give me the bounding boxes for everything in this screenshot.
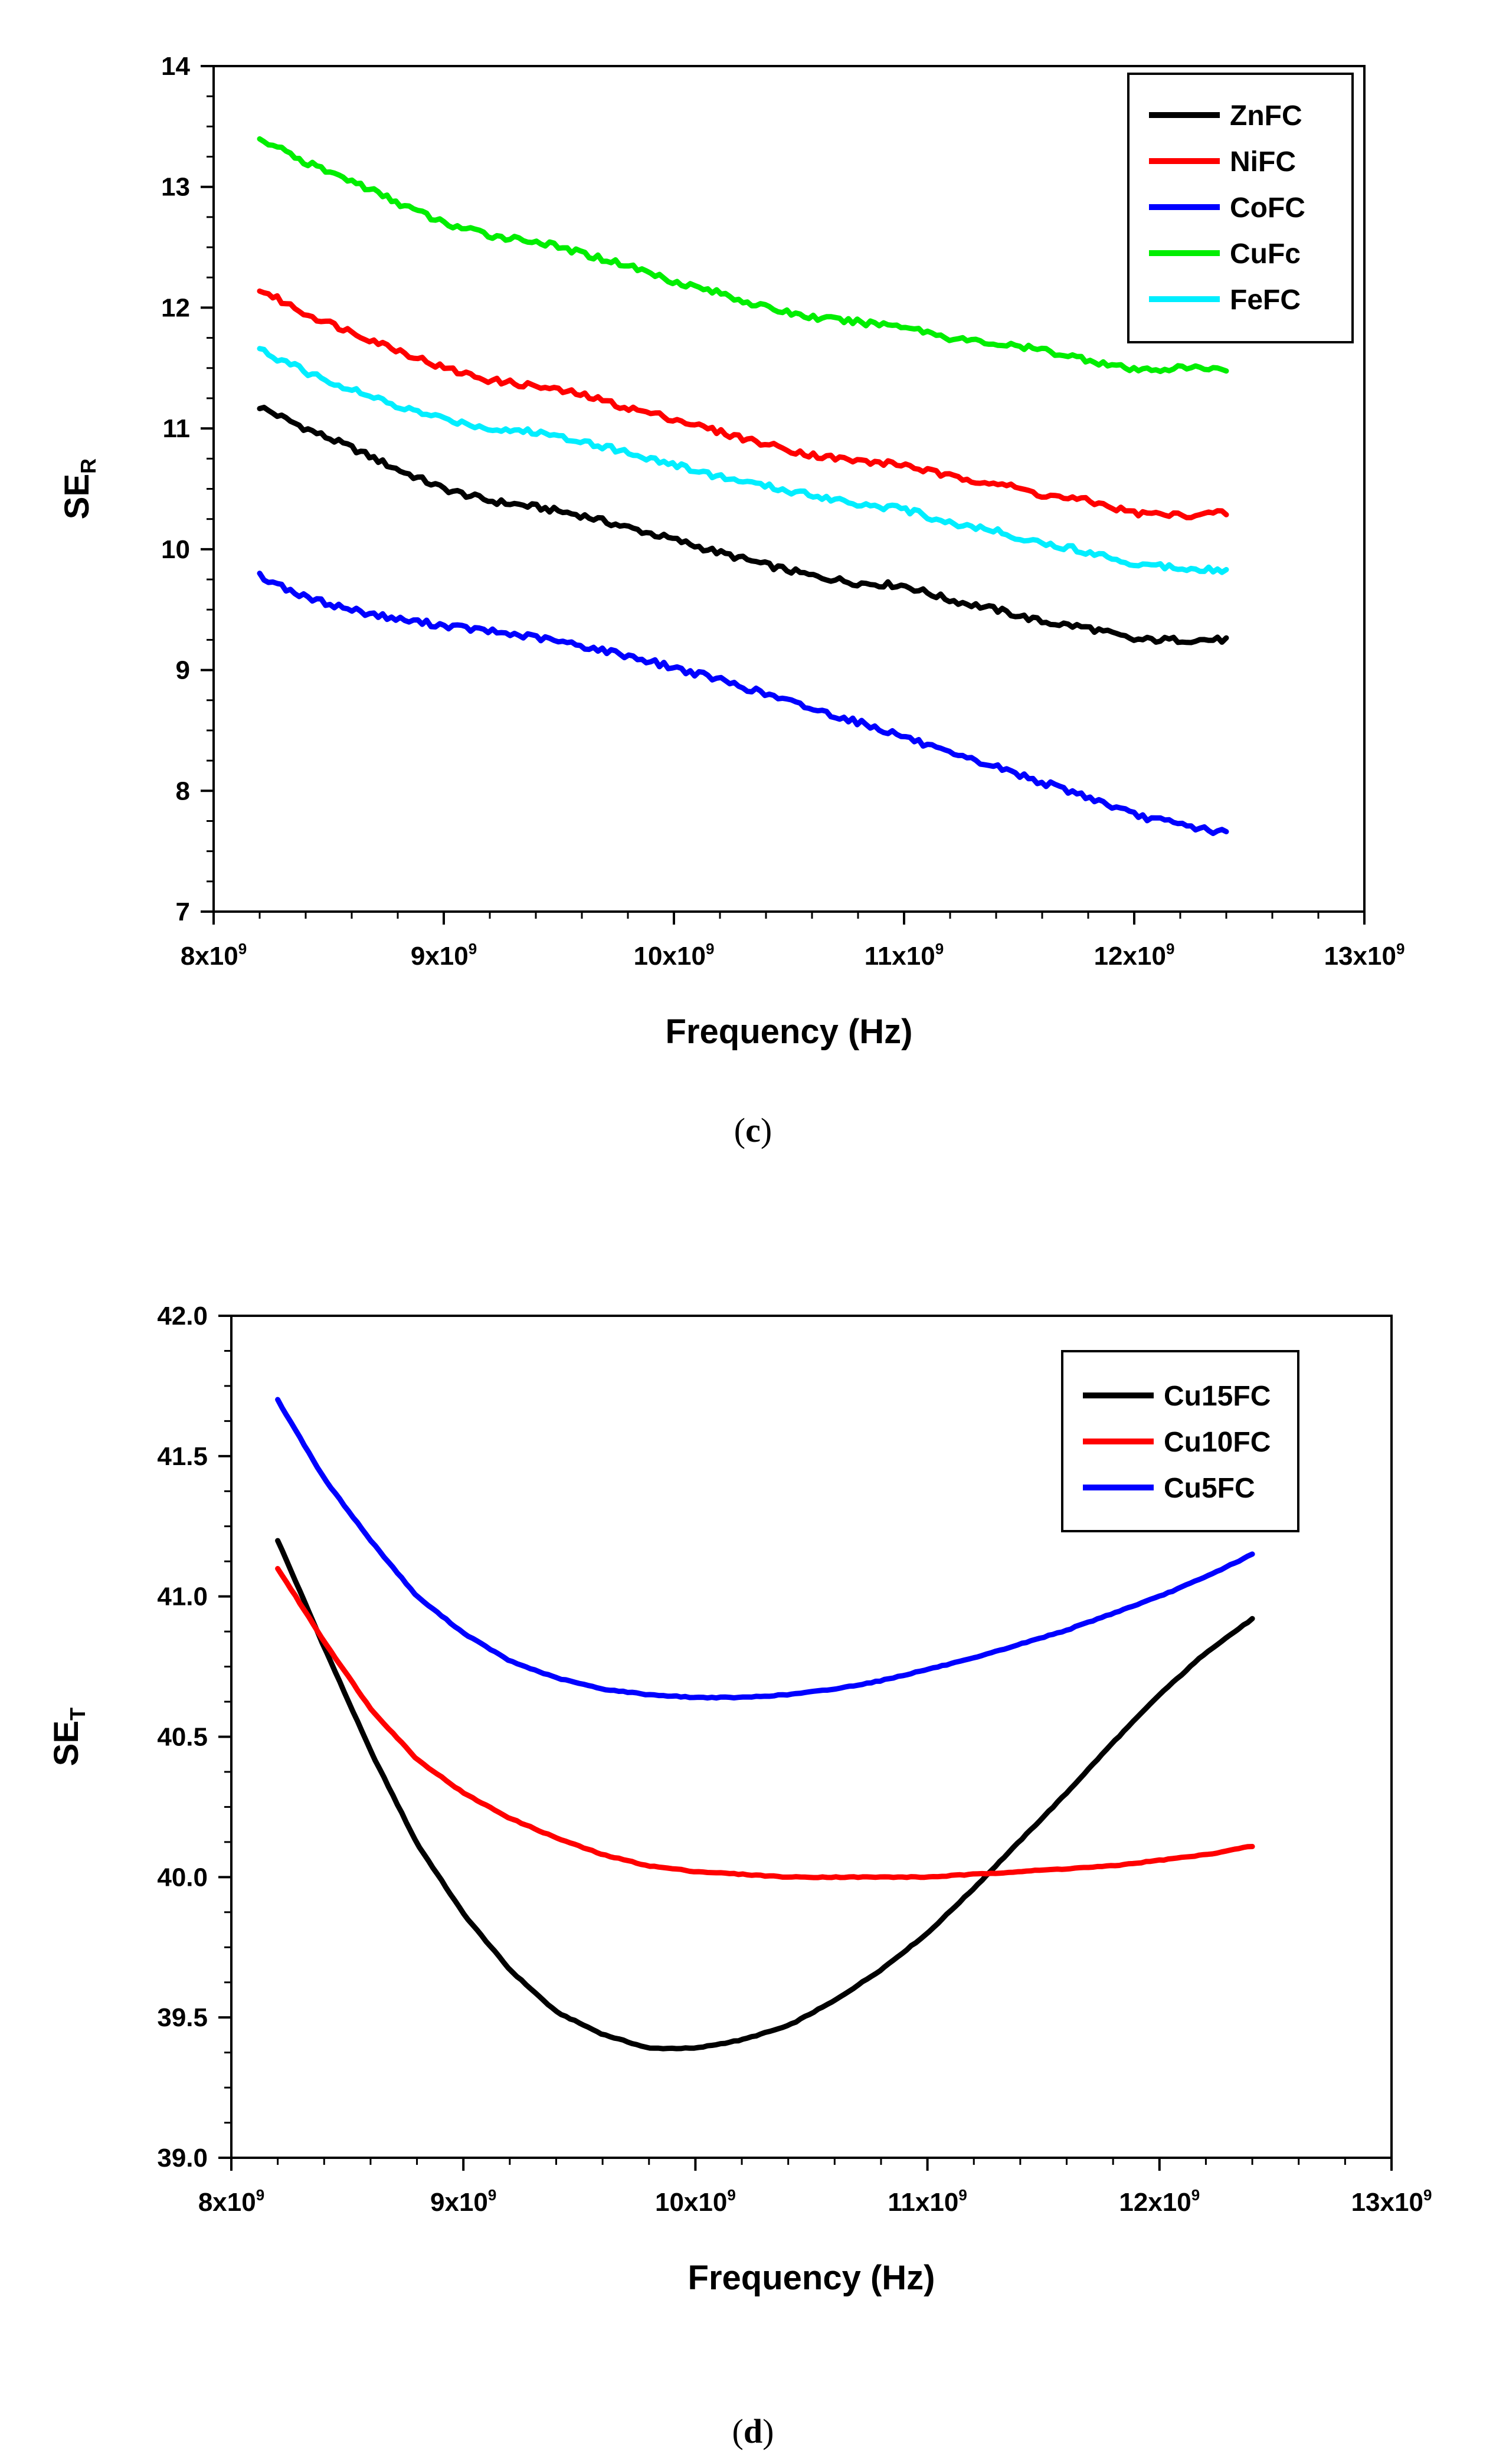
x-axis-title: Frequency (Hz)	[666, 1013, 913, 1051]
y-tick-label: 40.5	[157, 1723, 208, 1752]
legend-label: Cu5FC	[1164, 1473, 1255, 1504]
legend-label: CuFc	[1230, 238, 1301, 270]
y-tick-label: 8	[176, 776, 190, 805]
x-tick-label: 12x109	[1119, 2186, 1200, 2217]
chart-panel-c: 8x109 9x109 10x109 11x109 12x109 13x109 7 8 9 10 1…	[58, 52, 1404, 1149]
x-tick-label: 10x109	[634, 940, 715, 971]
x-tick-label: 11x109	[888, 2186, 967, 2217]
legend-label: FeFC	[1230, 284, 1301, 316]
y-tick-label: 41.5	[157, 1442, 208, 1471]
series-line-znfc	[257, 404, 1229, 646]
panel-label: (d)	[732, 2412, 774, 2450]
x-tick-label: 11x109	[865, 940, 944, 971]
series-line-nifc	[257, 288, 1229, 520]
series-line-cofc	[257, 571, 1229, 836]
x-tick-label: 9x109	[411, 940, 477, 971]
y-tick-label: 14	[161, 52, 190, 81]
panel-label: (c)	[734, 1111, 772, 1149]
chart-panel-d: 8x109 9x109 10x109 11x109 12x109 13x109 39.0 39…	[47, 1302, 1432, 2450]
y-tick-label: 10	[161, 535, 190, 564]
series-line-cufc	[257, 136, 1229, 374]
series-line-cu5fc	[275, 1397, 1255, 1701]
legend-label: Cu10FC	[1164, 1427, 1271, 1458]
x-tick-label: 12x109	[1094, 940, 1175, 971]
y-axis-title: SET	[47, 1708, 90, 1766]
y-tick-label: 7	[176, 897, 190, 926]
y-axis-title: SER	[58, 458, 100, 519]
series-line-cu10fc	[275, 1566, 1255, 1880]
legend-label: Cu15FC	[1164, 1381, 1271, 1412]
series-line-fefc	[257, 346, 1229, 575]
x-tick-label: 8x109	[198, 2186, 264, 2217]
y-tick-label: 42.0	[157, 1302, 208, 1331]
y-tick-label: 40.0	[157, 1863, 208, 1892]
y-tick-label: 9	[176, 656, 190, 685]
y-tick-label: 41.0	[157, 1582, 208, 1611]
y-tick-label: 12	[161, 293, 190, 322]
series-line-cu15fc	[275, 1538, 1255, 2052]
x-tick-label: 8x109	[181, 940, 247, 971]
legend-label: CoFC	[1230, 192, 1305, 224]
legend-label: NiFC	[1230, 146, 1296, 178]
x-tick-label: 13x109	[1324, 940, 1405, 971]
x-tick-label: 13x109	[1351, 2186, 1432, 2217]
x-tick-label: 10x109	[655, 2186, 736, 2217]
x-tick-label: 9x109	[430, 2186, 496, 2217]
y-tick-label: 13	[161, 173, 190, 202]
x-axis-title: Frequency (Hz)	[688, 2259, 935, 2297]
y-tick-label: 39.5	[157, 2003, 208, 2032]
y-tick-label: 11	[162, 414, 190, 443]
legend-label: ZnFC	[1230, 100, 1302, 132]
y-tick-label: 39.0	[157, 2144, 208, 2173]
